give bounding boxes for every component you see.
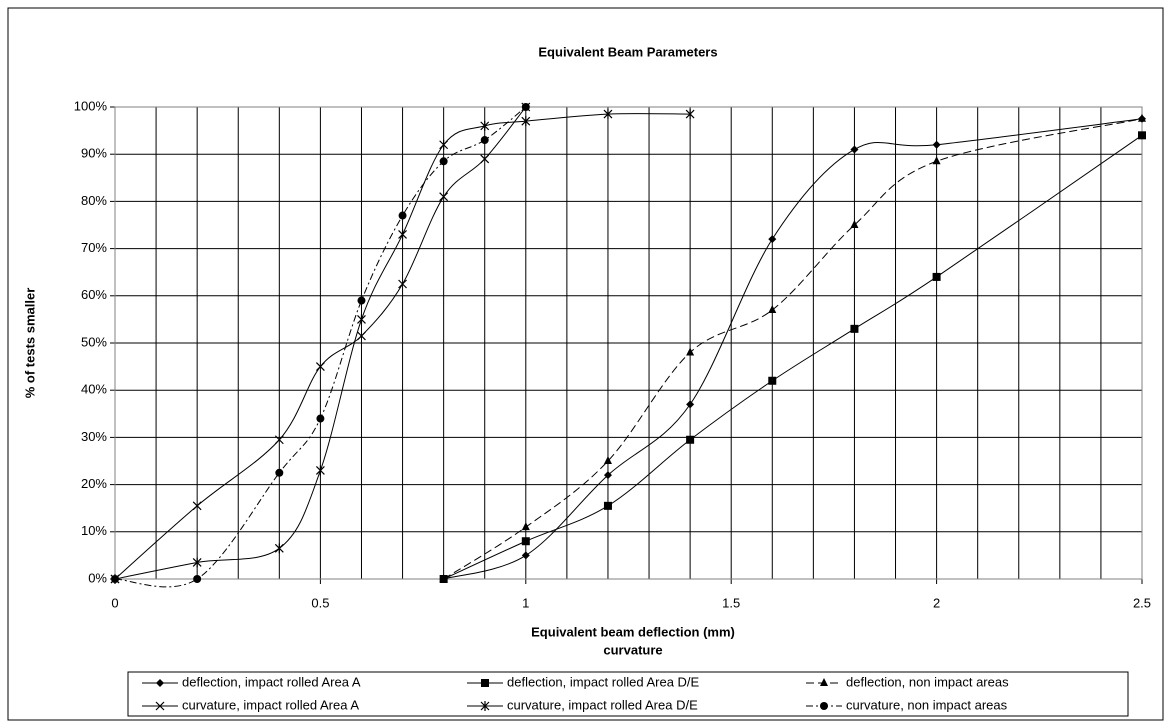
marker: [850, 220, 859, 228]
legend-label: deflection, impact rolled Area A: [182, 674, 361, 689]
marker: [820, 702, 828, 710]
marker: [768, 304, 777, 313]
plot-border: [114, 106, 1143, 580]
y-tick-label: 30%: [81, 429, 107, 444]
marker: [480, 701, 490, 711]
marker: [1138, 113, 1146, 122]
marker: [357, 331, 366, 341]
marker: [275, 468, 284, 477]
y-tick-label: 100%: [74, 98, 108, 113]
y-axis-label: % of tests smaller: [22, 288, 37, 399]
y-tick-label: 0%: [88, 570, 107, 585]
marker: [439, 139, 449, 150]
x-tick-label: 2: [933, 595, 940, 610]
y-tick-label: 10%: [81, 523, 107, 538]
x-tick-label: 0: [111, 595, 118, 610]
legend: [127, 671, 1129, 717]
x-tick-label: 1.5: [722, 595, 740, 610]
marker: [1138, 131, 1146, 140]
x-axis-label: curvature: [603, 642, 662, 657]
marker: [357, 296, 366, 305]
legend-label: deflection, non impact areas: [846, 674, 1009, 689]
marker: [480, 154, 490, 164]
x-tick-label: 0.5: [311, 595, 329, 610]
marker: [932, 140, 941, 149]
marker: [480, 120, 490, 131]
marker: [398, 211, 407, 220]
marker: [686, 435, 695, 444]
marker: [155, 701, 165, 711]
legend-label: curvature, impact rolled Area D/E: [507, 697, 698, 712]
marker: [398, 229, 407, 240]
y-tick-label: 90%: [81, 146, 107, 161]
marker: [315, 465, 325, 476]
marker: [850, 145, 859, 154]
marker: [192, 557, 202, 568]
marker: [274, 543, 284, 554]
marker: [480, 136, 489, 145]
marker: [685, 109, 695, 120]
marker: [156, 679, 164, 687]
series-line: [114, 106, 527, 588]
marker: [315, 362, 325, 372]
marker: [768, 376, 777, 385]
y-tick-label: 70%: [81, 240, 107, 255]
y-tick-label: 20%: [81, 476, 107, 491]
marker: [192, 501, 202, 511]
x-tick-label: 2.5: [1133, 595, 1151, 610]
legend-label: curvature, non impact areas: [846, 697, 1008, 712]
marker: [521, 551, 530, 560]
marker: [603, 501, 612, 510]
marker: [111, 575, 119, 583]
marker: [193, 575, 202, 583]
marker: [521, 103, 530, 111]
marker: [603, 456, 612, 464]
marker: [316, 414, 325, 423]
legend-label: curvature, impact rolled Area A: [182, 697, 359, 712]
series-line: [114, 106, 527, 580]
marker: [398, 279, 407, 289]
marker: [521, 537, 530, 546]
marker: [357, 314, 366, 325]
y-tick-label: 60%: [81, 287, 107, 302]
marker: [932, 272, 941, 281]
series-line: [443, 118, 1143, 580]
legend-label: deflection, impact rolled Area D/E: [507, 674, 700, 689]
marker: [439, 157, 448, 166]
marker: [481, 679, 489, 687]
marker: [686, 400, 695, 409]
marker: [932, 156, 941, 165]
y-tick-label: 50%: [81, 334, 107, 349]
y-tick-label: 40%: [81, 382, 107, 397]
marker: [274, 435, 284, 445]
series-line: [114, 113, 691, 580]
marker: [521, 522, 530, 531]
marker: [603, 471, 612, 480]
marker: [521, 116, 531, 127]
marker: [686, 347, 695, 356]
x-axis-label: Equivalent beam deflection (mm): [531, 624, 735, 639]
marker: [820, 678, 828, 686]
marker: [439, 574, 448, 582]
chart-title: Equivalent Beam Parameters: [538, 44, 717, 59]
y-tick-label: 80%: [81, 193, 107, 208]
marker: [850, 324, 859, 333]
x-tick-label: 1: [522, 595, 529, 610]
marker: [603, 109, 613, 120]
marker: [768, 235, 777, 244]
series-line: [443, 134, 1143, 580]
marker: [439, 192, 449, 202]
